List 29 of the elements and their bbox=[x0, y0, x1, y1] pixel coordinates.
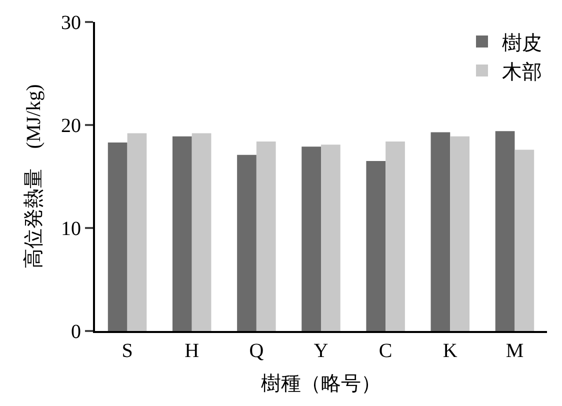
bar bbox=[256, 141, 276, 331]
x-tick-label: K bbox=[442, 340, 458, 362]
bar bbox=[450, 136, 470, 331]
x-tick-label: S bbox=[122, 340, 133, 362]
x-axis-title: 樹種（略号） bbox=[261, 373, 381, 395]
bar bbox=[108, 142, 128, 331]
x-tick-label: Y bbox=[314, 340, 328, 362]
bar bbox=[386, 141, 405, 331]
bar bbox=[302, 146, 321, 331]
bar bbox=[495, 131, 515, 331]
bar bbox=[430, 132, 450, 331]
bar bbox=[237, 154, 256, 331]
x-tick-label: C bbox=[378, 340, 392, 362]
bar bbox=[172, 136, 192, 331]
y-tick-label: 30 bbox=[61, 12, 81, 34]
legend-label: 樹皮 bbox=[502, 32, 542, 54]
bar bbox=[192, 133, 212, 331]
bar bbox=[514, 150, 534, 331]
y-tick-label: 10 bbox=[61, 218, 81, 240]
y-tick-label: 0 bbox=[71, 321, 81, 343]
y-axis-title: 高位発熱量 (MJ/kg) bbox=[22, 84, 45, 269]
bar bbox=[321, 144, 340, 331]
bar bbox=[366, 161, 386, 331]
x-tick-label: Q bbox=[249, 340, 264, 362]
bar bbox=[127, 133, 147, 331]
y-tick-label: 20 bbox=[61, 115, 81, 137]
x-tick-label: H bbox=[184, 340, 200, 362]
legend-label: 木部 bbox=[502, 61, 542, 84]
x-tick-label: M bbox=[506, 340, 524, 362]
